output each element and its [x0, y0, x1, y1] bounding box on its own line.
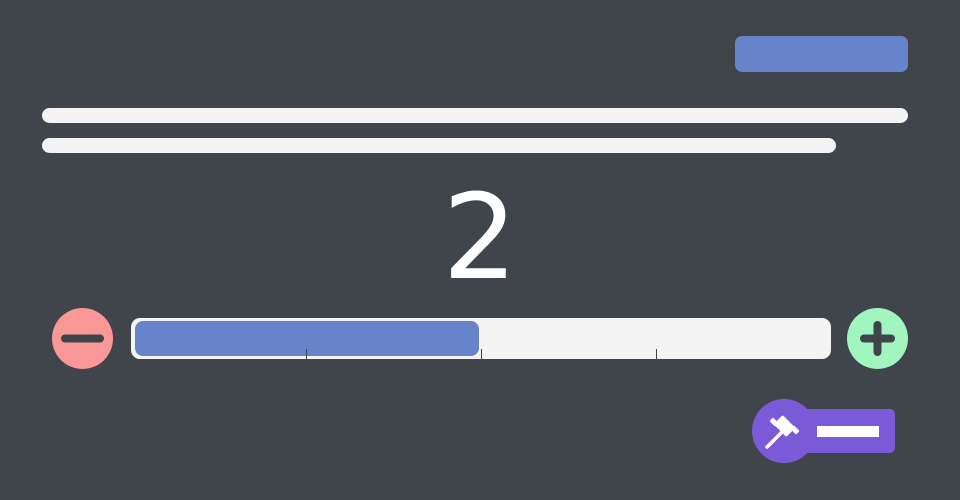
- top-action-button[interactable]: [735, 36, 908, 72]
- slider-fill: [135, 321, 479, 356]
- counter-value: 2: [442, 168, 518, 306]
- value-slider[interactable]: [131, 318, 831, 359]
- plus-icon: [860, 321, 895, 356]
- gavel-button-circle: [752, 399, 816, 463]
- minus-icon: [61, 334, 104, 343]
- gavel-action-button[interactable]: [752, 399, 895, 463]
- gavel-button-label: [817, 426, 879, 437]
- gavel-icon: [765, 415, 800, 449]
- increment-button[interactable]: [847, 308, 908, 369]
- slider-tick: [656, 349, 657, 359]
- description-line-1: [42, 108, 908, 123]
- description-line-2: [42, 138, 836, 153]
- slider-tick: [481, 349, 482, 359]
- slider-tick: [306, 349, 307, 359]
- decrement-button[interactable]: [52, 308, 113, 369]
